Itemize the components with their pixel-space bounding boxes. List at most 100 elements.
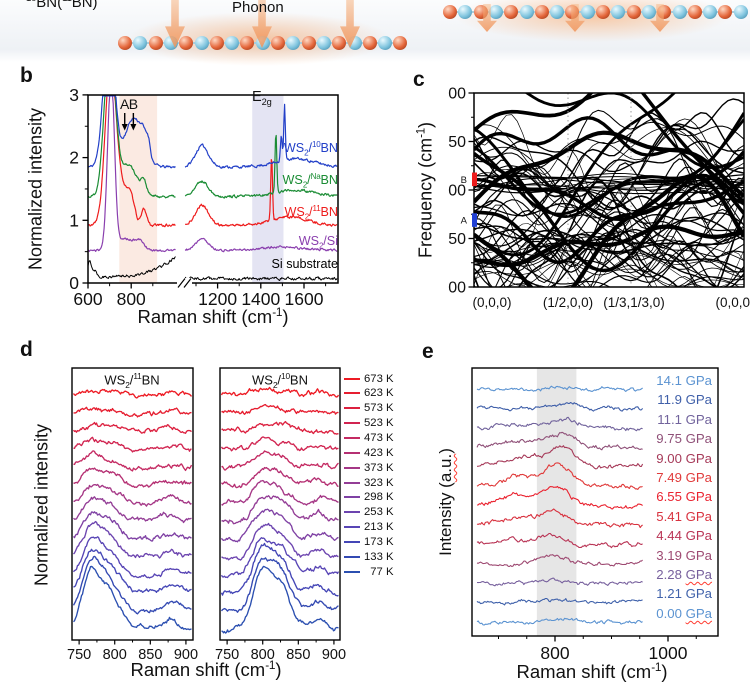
b-curve-ws2-si [184,237,338,253]
svg-text:900: 900 [448,86,466,103]
d-curve-573-k [221,420,339,435]
boron-atom [718,5,733,19]
panel-letter-e: e [422,340,434,363]
b-series-label: WS2/10BN [283,140,338,158]
boron-atom [179,36,194,50]
svg-text:800: 800 [117,289,146,309]
svg-text:1200: 1200 [198,289,237,309]
nitrogen-atom [194,36,209,50]
e-pressure-unit: GPa [685,547,712,563]
e-pressure-unit: GPa [685,392,712,408]
e-pressure-label: 9.75 GPa [656,431,712,447]
b-series-label: WS2/11BN [284,204,338,222]
svg-text:1400: 1400 [241,289,280,309]
e-pressure-label: 1.21 GPa [656,586,712,602]
d-curve-133-k [72,555,192,615]
d-curve-423-k [73,467,192,489]
legend-line-swatch [344,526,360,528]
boron-atom [596,5,610,19]
legend-line-swatch [344,422,360,424]
nitrogen-atom [488,5,503,19]
nitrogen-atom [580,5,595,19]
svg-text:1600: 1600 [285,289,324,309]
b-series-label: Si substrate [271,257,339,271]
e-curve-6-55gpa [476,485,643,510]
b-series-label: WS2/Si [298,234,338,251]
e-pressure-unit: GPa [685,605,712,621]
svg-text:850: 850 [286,647,310,660]
svg-text:3: 3 [69,85,79,105]
b-e2g-annotation: E2g [252,89,272,107]
nitrogen-atom [550,5,565,19]
legend-line-swatch [344,496,360,499]
d-axes: 750 800 850 900 [67,640,198,660]
boron-atom [362,36,377,50]
e-pressure-unit: GPa [685,528,712,544]
e-curve-0-00gpa [476,617,643,626]
d-y-axis-title: Normalized intensity [31,423,52,587]
legend-line-swatch [344,481,360,484]
d-curve-173-k [220,542,339,597]
b-curve-ws2-11bn [87,95,176,228]
b-raman-spectra-chart: 0 1 2 3 600 800 1200 1400 1600 A B [69,85,339,309]
d-legend-label: 298 K [364,491,394,504]
d-curve-473-k [73,450,193,472]
c-kpoint-label: (0,0,0) [472,295,511,310]
e-curve-11-1gpa [476,416,643,432]
b-curve-si-substrate [87,256,176,279]
d-curve-373-k [73,483,192,507]
svg-text:750: 750 [67,647,91,660]
legend-line-swatch [344,540,360,543]
c-axes: 700 750 800 850 900 (0,0,0) (1/2,0,0) (1/3,1/3,… [448,86,750,311]
panel-a-schematic: 10BN(11BN) Phonon [0,0,750,66]
svg-text:2: 2 [69,148,79,168]
e-pressure-unit: GPa [685,450,712,466]
b-curve-ws2-11bn [184,159,338,227]
b-series-label: WS2/NaBN [282,172,338,190]
b-axis-break [177,278,192,289]
c-phonon-branches [474,93,744,287]
d-curve-213-k [72,536,192,579]
boron-atom [443,5,457,19]
legend-line-swatch [344,392,360,395]
d-spectra-ws2-10bn [220,386,340,634]
nitrogen-atom [225,36,240,50]
d-legend-label: 213 K [364,521,394,533]
d-legend-label: 77 K [364,565,394,578]
nitrogen-atom [703,5,718,19]
boron-atom [271,36,285,50]
b-curve-ws2-10bn [87,95,176,169]
down-arrow-icon [130,124,137,131]
chain-bond [450,11,741,13]
svg-text:800: 800 [103,647,127,660]
legend-line-swatch [344,570,360,573]
nitrogen-atom [733,5,748,19]
e-pressure-label: 5.41 GPa [656,508,712,524]
b-x-axis-title: Raman shift (cm-1) [137,305,289,328]
boron-atom [240,36,255,50]
nitrogen-atom [611,5,626,19]
legend-line-swatch [344,436,360,439]
e-curve-11-9gpa [476,401,644,412]
legend-line-swatch [344,555,360,558]
nitrogen-atom [378,36,393,50]
e-pressure-unit: GPa [685,470,712,485]
d-legend-item: 373 K [344,461,394,474]
boron-atom [148,36,163,50]
e-curve-1-21gpa [476,597,643,606]
d-legend-item: 253 K [344,506,394,519]
boron-atom [504,5,519,19]
d-legend-label: 173 K [364,535,394,548]
boron-atom [332,36,347,50]
c-y-axis-title: Frequency (cm-1) [415,122,436,258]
e-curve-9-00gpa [476,445,644,470]
e-pressure-unit: GPa [685,508,712,524]
legend-line-swatch [344,451,360,454]
e-plot-frame [471,367,719,637]
bn-isotope-label: 10BN(11BN) [26,0,98,11]
panel-letter-b: b [20,64,33,87]
d-legend-label: 573 K [364,402,394,415]
e-pressure-label: 11.9 GPa [657,392,712,408]
svg-text:900: 900 [322,647,346,660]
c-phonon-dispersion-chart: 700 750 800 850 900 (0,0,0) (1/2,0,0) (1/3,1/3,… [448,86,750,311]
